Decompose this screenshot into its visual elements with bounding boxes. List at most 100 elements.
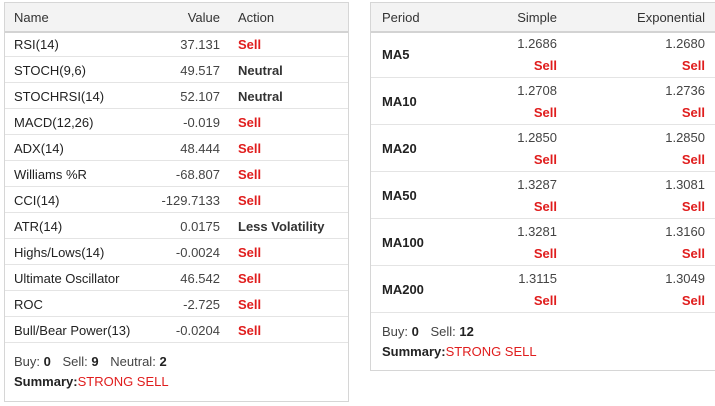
simple-action: Sell [533,105,557,120]
exponential-value: 1.3049 [665,271,705,286]
exponential-value: 1.2736 [665,83,705,98]
indicator-name: Ultimate Oscillator [14,271,120,286]
neutral-count: 2 [159,354,167,369]
summary-label: Summary: [14,374,78,389]
indicator-value: 48.444 [180,141,220,156]
buy-count: 0 [411,324,419,339]
summary-value: STRONG SELL [445,344,537,359]
indicator-value: -0.0204 [175,323,220,338]
simple-value: 1.3281 [517,224,557,239]
ma-row: MA50 1.3287 Sell 1.3081 Sell [371,172,715,219]
indicator-value: -68.807 [175,167,220,182]
indicator-action: Neutral [238,89,283,104]
indicator-value: 52.107 [180,89,220,104]
indicator-name: STOCH(9,6) [14,63,86,78]
indicator-name: ATR(14) [14,219,63,234]
technical-indicators-panel: Name Value Action RSI(14) 37.131 Sell ST… [4,2,349,402]
indicator-row: Ultimate Oscillator 46.542 Sell [5,265,348,291]
indicator-row: ATR(14) 0.0175 Less Volatility [5,213,348,239]
simple-action: Sell [533,199,557,214]
indicator-value: -2.725 [183,297,220,312]
exponential-value: 1.3160 [665,224,705,239]
indicator-name: RSI(14) [14,37,59,52]
ma-row: MA20 1.2850 Sell 1.2850 Sell [371,125,715,172]
value-column-header: Value [187,10,220,25]
indicator-name: Bull/Bear Power(13) [14,323,131,338]
summary-value: STRONG SELL [77,374,169,389]
indicators-counts: Buy: 0 Sell: 9 Neutral: 2 [14,354,167,369]
indicator-value: -129.7133 [161,193,220,208]
ma-period: MA5 [382,47,410,62]
indicator-row: ROC -2.725 Sell [5,291,348,317]
sell-count-label: Sell: [62,354,88,369]
simple-value: 1.3115 [518,271,557,286]
indicator-name: STOCHRSI(14) [14,89,105,104]
simple-value: 1.3287 [517,177,557,192]
indicator-action: Sell [238,193,262,208]
moving-averages-panel: Period Simple Exponential MA5 1.2686 Sel… [370,2,715,371]
exponential-action: Sell [681,199,705,214]
indicator-action: Sell [238,37,262,52]
neutral-count-label: Neutral: [110,354,156,369]
exponential-action: Sell [681,152,705,167]
exponential-value: 1.2680 [665,36,705,51]
indicator-action: Sell [238,245,262,260]
indicator-row: STOCH(9,6) 49.517 Neutral [5,57,348,83]
simple-action: Sell [533,293,557,308]
ma-row: MA10 1.2708 Sell 1.2736 Sell [371,78,715,125]
exponential-action: Sell [681,246,705,261]
indicator-value: 49.517 [180,63,220,78]
indicator-name: ADX(14) [14,141,64,156]
indicator-row: MACD(12,26) -0.019 Sell [5,109,348,135]
ma-period: MA50 [382,188,417,203]
buy-count-label: Buy: [14,354,41,369]
ma-summary: Summary:STRONG SELL [382,344,537,359]
indicator-name: CCI(14) [14,193,60,208]
indicator-row: RSI(14) 37.131 Sell [5,31,348,57]
indicators-summary: Summary:STRONG SELL [14,374,169,389]
indicator-row: CCI(14) -129.7133 Sell [5,187,348,213]
action-column-header: Action [238,10,275,25]
indicator-value: -0.019 [183,115,220,130]
indicator-name: ROC [14,297,43,312]
ma-period: MA10 [382,94,417,109]
simple-value: 1.2686 [517,36,557,51]
indicator-name: Highs/Lows(14) [14,245,105,260]
indicator-name: MACD(12,26) [14,115,94,130]
indicator-action: Neutral [238,63,283,78]
indicator-action: Less Volatility [238,219,325,234]
ma-counts: Buy: 0 Sell: 12 [382,324,474,339]
exponential-column-header: Exponential [637,10,705,25]
indicator-row: STOCHRSI(14) 52.107 Neutral [5,83,348,109]
exponential-value: 1.2850 [665,130,705,145]
indicators-header: Name Value Action [5,3,348,33]
indicator-name: Williams %R [14,167,87,182]
sell-count: 12 [459,324,474,339]
summary-label: Summary: [382,344,446,359]
exponential-action: Sell [681,58,705,73]
ma-period: MA100 [382,235,424,250]
indicator-value: -0.0024 [175,245,220,260]
indicator-action: Sell [238,115,262,130]
indicator-row: Williams %R -68.807 Sell [5,161,348,187]
exponential-value: 1.3081 [665,177,705,192]
simple-column-header: Simple [517,10,557,25]
ma-period: MA200 [382,282,424,297]
sell-count-label: Sell: [430,324,456,339]
indicator-value: 37.131 [180,37,220,52]
period-column-header: Period [382,10,420,25]
ma-row: MA100 1.3281 Sell 1.3160 Sell [371,219,715,266]
simple-value: 1.2850 [517,130,557,145]
simple-value: 1.2708 [517,83,557,98]
exponential-action: Sell [681,293,705,308]
indicator-row: Bull/Bear Power(13) -0.0204 Sell [5,317,348,343]
simple-action: Sell [533,58,557,73]
name-column-header: Name [14,10,49,25]
indicator-action: Sell [238,167,262,182]
indicator-row: Highs/Lows(14) -0.0024 Sell [5,239,348,265]
indicator-row: ADX(14) 48.444 Sell [5,135,348,161]
indicator-value: 46.542 [180,271,220,286]
sell-count: 9 [91,354,99,369]
buy-count: 0 [43,354,51,369]
indicator-action: Sell [238,323,262,338]
